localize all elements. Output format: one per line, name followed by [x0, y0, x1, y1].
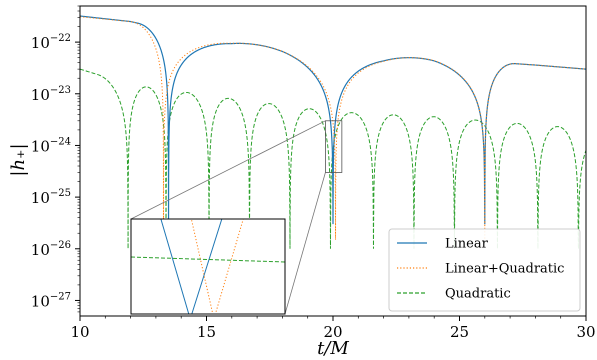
series-line-1 — [80, 15, 586, 225]
y-tick-label: 10−24 — [31, 136, 71, 155]
series-line-2 — [80, 16, 586, 240]
x-axis: 10 15 20 25 30 — [70, 316, 596, 341]
y-tick-label: 10−22 — [31, 33, 71, 52]
inset-series-line-1 — [160, 219, 223, 314]
x-tick-label: 15 — [197, 323, 216, 341]
zoom-box — [325, 120, 343, 173]
zoom-indicator — [130, 120, 343, 315]
x-tick-label: 30 — [576, 323, 595, 341]
y-tick-label: 10−25 — [31, 188, 71, 207]
legend-label-3: Quadratic — [445, 287, 511, 302]
legend-label-2: Linear+Quadratic — [445, 262, 564, 277]
y-tick-label: 10−27 — [31, 291, 71, 310]
inset-series-line-3 — [131, 256, 285, 263]
inset-series-layer — [131, 219, 285, 314]
x-tick-label: 10 — [70, 323, 89, 341]
inset-series-line-2 — [190, 219, 244, 314]
legend-label-1: Linear — [445, 237, 489, 252]
x-tick-label: 20 — [323, 323, 342, 341]
inset-frame — [130, 218, 286, 315]
y-tick-label: 10−26 — [31, 240, 71, 259]
y-axis: 10−22 10−23 10−24 10−25 10−26 10−27 — [31, 5, 80, 313]
inset-background — [131, 219, 285, 314]
zoom-connector-bottom — [284, 172, 326, 315]
x-axis-label: t/M — [317, 338, 349, 359]
zoom-connector-top — [130, 120, 326, 220]
y-axis-label: |h₊| — [8, 143, 29, 176]
x-tick-label: 25 — [450, 323, 469, 341]
inset-plot — [130, 218, 286, 315]
y-tick-label: 10−23 — [31, 85, 71, 104]
legend: Linear Linear+Quadratic Quadratic — [388, 228, 581, 312]
series-layer — [80, 15, 586, 250]
legend-frame — [388, 228, 581, 312]
